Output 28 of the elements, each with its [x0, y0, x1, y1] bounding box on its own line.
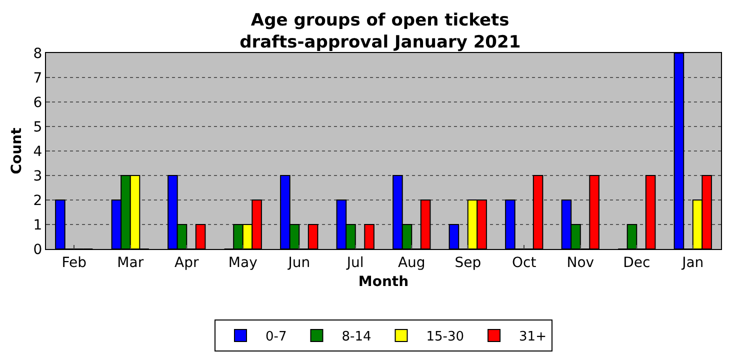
y-tick-label: 6 [33, 94, 42, 111]
x-tick-label: Jan [681, 254, 704, 271]
y-tick-label: 8 [33, 46, 42, 62]
y-tick-label: 5 [33, 119, 42, 136]
legend-label: 0-7 [266, 330, 287, 345]
x-tick-label: Jul [346, 254, 364, 271]
y-tick-label: 4 [33, 144, 42, 160]
legend-label: 31+ [519, 330, 546, 345]
y-tick-label: 2 [33, 192, 42, 209]
y-tick-label: 1 [33, 217, 42, 234]
x-axis-title: Month [358, 274, 409, 290]
x-tick-label: Jun [287, 254, 310, 271]
legend-label: 8-14 [342, 330, 372, 345]
chart-title: Age groups of open tickets drafts-approval January 2021 [240, 10, 521, 52]
x-tick-label: May [228, 254, 258, 271]
x-tick-label: Nov [566, 254, 594, 271]
y-tick-label: 3 [33, 168, 42, 184]
y-tick-label: 7 [33, 70, 42, 86]
x-tick-label: Mar [117, 254, 144, 271]
x-tick-label: Feb [62, 254, 87, 271]
x-tick-label: Sep [454, 254, 482, 271]
y-tick-label: 0 [33, 242, 42, 258]
y-axis-title: Count [8, 127, 25, 174]
legend-label: 15-30 [426, 330, 464, 345]
x-tick-label: Aug [398, 254, 426, 271]
x-tick-label: Oct [512, 254, 537, 271]
x-tick-label: Apr [174, 254, 199, 271]
x-tick-label: Dec [623, 254, 650, 271]
